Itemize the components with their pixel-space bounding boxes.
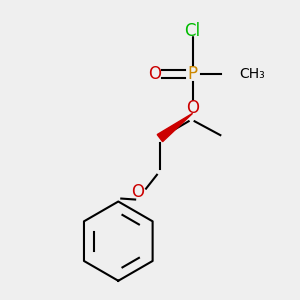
Text: O: O (148, 65, 161, 83)
Text: CH₃: CH₃ (239, 67, 265, 81)
Text: Cl: Cl (184, 22, 201, 40)
Text: O: O (132, 183, 145, 201)
Text: P: P (188, 65, 198, 83)
Polygon shape (157, 113, 193, 142)
Text: O: O (186, 99, 199, 117)
